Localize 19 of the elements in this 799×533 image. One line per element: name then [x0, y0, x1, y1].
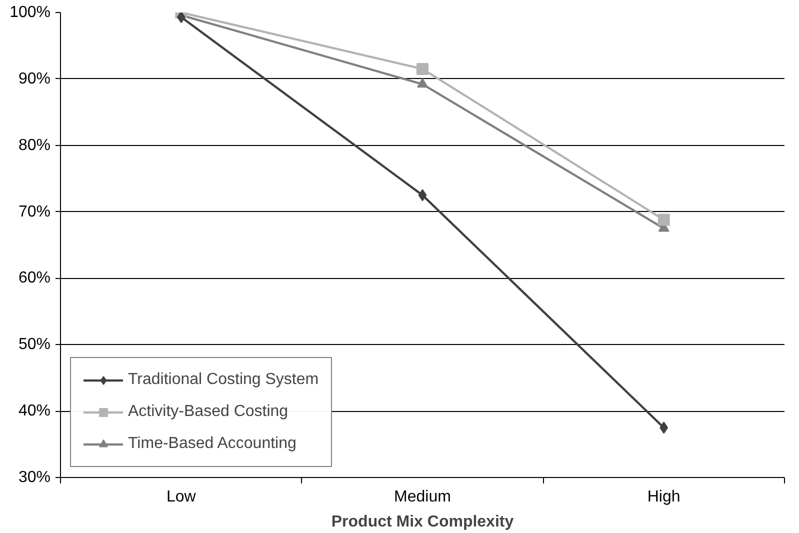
- point: [418, 189, 427, 202]
- legend-label: Traditional Costing System: [128, 371, 319, 389]
- x-tick-label: Medium: [394, 488, 451, 506]
- y-tick-label: 100%: [10, 4, 50, 21]
- x-tick-label: High: [647, 488, 680, 506]
- point: [177, 12, 186, 24]
- y-tick-label: 60%: [18, 270, 51, 287]
- legend-label: Time-Based Accounting: [128, 435, 296, 453]
- y-tick-label: 40%: [18, 402, 51, 420]
- y-tick-label: 50%: [18, 336, 51, 354]
- legend-label: Activity-Based Costing: [128, 403, 288, 421]
- y-tick-label: 70%: [18, 203, 51, 220]
- x-axis-title: Product Mix Complexity: [331, 514, 514, 530]
- x-tick-label: Low: [166, 488, 196, 506]
- point: [416, 62, 428, 75]
- y-tick-label: 90%: [18, 70, 51, 88]
- point: [658, 214, 670, 226]
- y-tick-label: 80%: [18, 136, 51, 154]
- y-tick-label: 30%: [18, 469, 51, 486]
